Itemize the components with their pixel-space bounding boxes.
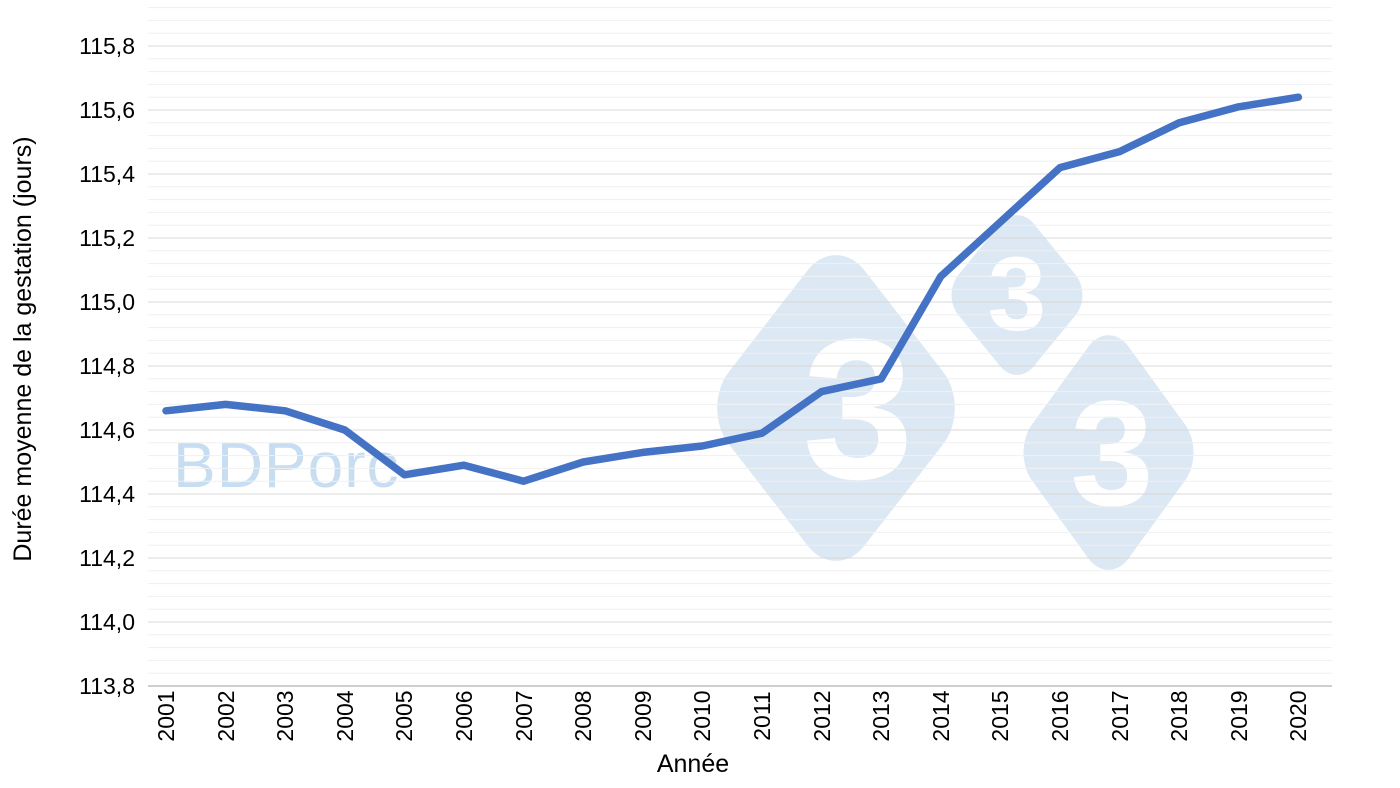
pig333-digit-watermark-2: 3 — [987, 236, 1047, 353]
pig333-digit-watermark-3: 3 — [1070, 369, 1154, 537]
gridlines — [148, 7, 1332, 674]
pig333-digit-watermark-1: 3 — [802, 298, 914, 521]
data-line-gestation-duration — [162, 93, 1303, 485]
